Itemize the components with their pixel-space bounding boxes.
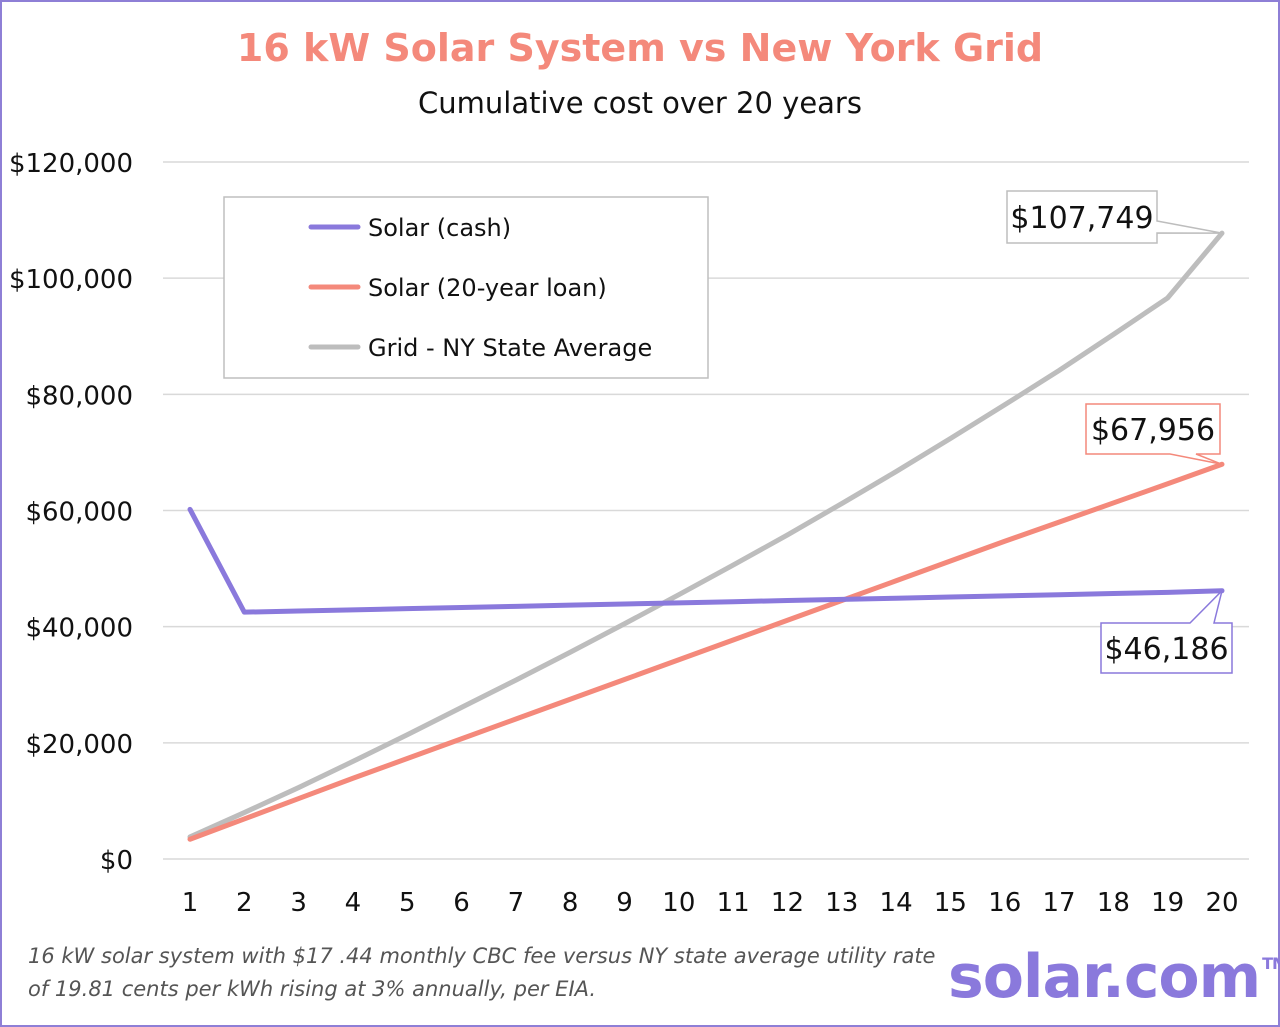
brand-tm: TM <box>1262 954 1280 973</box>
x-tick-label: 1 <box>182 888 199 918</box>
series-line-1 <box>187 506 1225 615</box>
footnote-line-2: of 19.81 cents per kWh rising at 3% annu… <box>28 977 597 1001</box>
x-tick-label: 10 <box>662 888 695 918</box>
data-label: $107,749 <box>1010 201 1153 236</box>
legend-box <box>223 196 709 379</box>
x-tick-label: 3 <box>290 888 307 918</box>
x-tick-label: 14 <box>880 888 913 918</box>
data-label: $46,186 <box>1104 632 1228 667</box>
x-tick-label: 5 <box>399 888 416 918</box>
callout-box <box>1006 190 1223 244</box>
legend-label: Solar (20-year loan) <box>368 274 607 302</box>
y-tick-label: $100,000 <box>9 265 133 295</box>
y-tick-label: $80,000 <box>25 381 133 411</box>
x-tick-label: 15 <box>934 888 967 918</box>
x-tick-label: 9 <box>616 888 633 918</box>
x-tick-label: 12 <box>771 888 804 918</box>
x-tick-label: 16 <box>988 888 1021 918</box>
y-tick-label: $0 <box>100 846 133 876</box>
grid-lines <box>163 161 1249 860</box>
x-tick-label: 8 <box>562 888 579 918</box>
x-tick-label: 19 <box>1151 888 1184 918</box>
data-label: $67,956 <box>1091 413 1215 448</box>
series-line-3 <box>187 230 1225 840</box>
legend-label: Grid - NY State Average <box>368 334 652 362</box>
callout-box <box>1100 588 1233 674</box>
x-tick-label: 6 <box>453 888 470 918</box>
data-callouts: $107,749 $67,956 $46,186 <box>1006 190 1233 674</box>
x-tick-label: 2 <box>236 888 253 918</box>
footnote-line-1: 16 kW solar system with $17 .44 monthly … <box>28 944 936 968</box>
legend-label: Solar (cash) <box>368 214 511 242</box>
y-tick-label: $60,000 <box>25 498 133 528</box>
y-tick-label: $20,000 <box>25 730 133 760</box>
x-tick-label: 20 <box>1205 888 1238 918</box>
chart-subtitle: Cumulative cost over 20 years <box>418 86 862 120</box>
legend: Solar (cash) Solar (20-year loan) Grid - N… <box>223 196 709 379</box>
chart-title: 16 kW Solar System vs New York Grid <box>236 26 1044 70</box>
callout-box <box>1085 403 1223 466</box>
x-axis-tick-labels: 1 2 3 4 5 6 7 8 9 10 11 12 13 14 15 16 17 18 19 20 <box>182 888 1239 918</box>
x-tick-label: 13 <box>825 888 858 918</box>
brand-logo: solar.com TM <box>948 942 1280 1012</box>
y-tick-label: $120,000 <box>9 149 133 179</box>
x-tick-label: 7 <box>508 888 525 918</box>
brand-name: solar.com <box>948 942 1261 1012</box>
x-tick-label: 11 <box>717 888 750 918</box>
series-line-2 <box>187 461 1225 842</box>
y-axis-tick-labels: $0 $20,000 $40,000 $60,000 $80,000 $100,000 $1… <box>9 149 133 876</box>
x-tick-label: 17 <box>1043 888 1076 918</box>
footnote: 16 kW solar system with $17 .44 monthly … <box>28 940 948 1006</box>
series-lines <box>187 230 1225 842</box>
x-tick-label: 18 <box>1097 888 1130 918</box>
x-tick-label: 4 <box>345 888 362 918</box>
y-tick-label: $40,000 <box>25 614 133 644</box>
